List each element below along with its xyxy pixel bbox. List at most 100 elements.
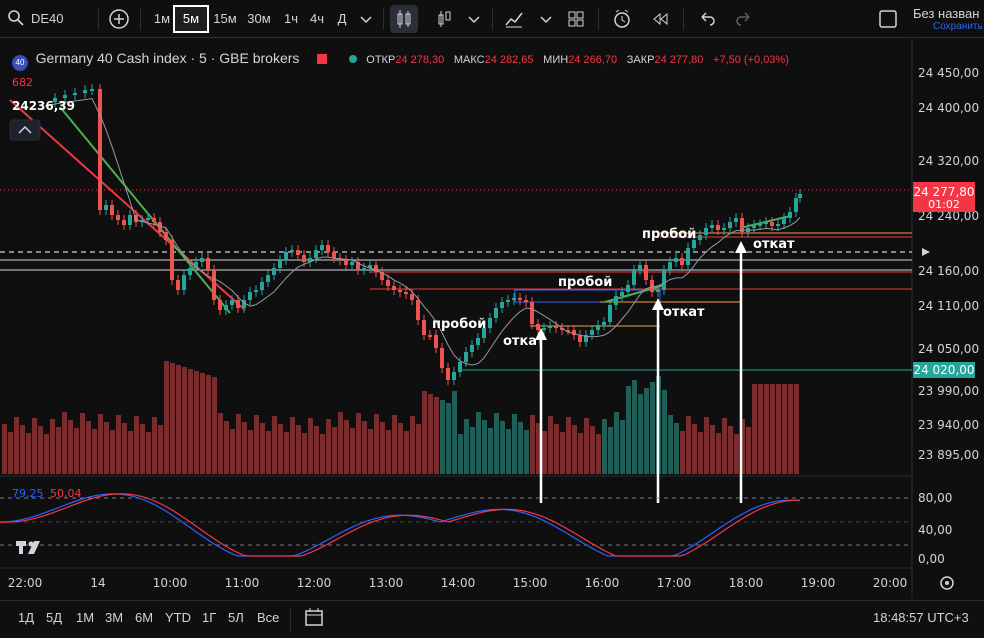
volume-bar xyxy=(116,415,121,474)
chevron-down-icon[interactable] xyxy=(460,5,488,33)
candle-body xyxy=(584,335,588,342)
candle-body xyxy=(656,290,660,292)
candle-body xyxy=(242,300,246,308)
candle-body xyxy=(200,258,204,262)
annotation-pullback[interactable]: откат xyxy=(503,334,545,349)
range-5d[interactable]: 5Д xyxy=(46,610,63,625)
redo-icon[interactable] xyxy=(730,5,758,33)
volume-bar xyxy=(698,432,703,474)
price-chart[interactable]: пробой откат пробой откат пробой откат 6… xyxy=(0,39,984,599)
moving-average-line xyxy=(44,97,801,366)
candle-body xyxy=(158,222,162,232)
range-ytd[interactable]: YTD xyxy=(165,610,191,625)
candle-body xyxy=(500,302,504,308)
indicators-icon[interactable] xyxy=(500,5,528,33)
annotation-breakout[interactable]: пробой xyxy=(642,227,696,242)
volume-bar xyxy=(314,426,319,474)
candle-body xyxy=(308,258,312,262)
candle-body xyxy=(128,215,132,225)
calendar-icon[interactable] xyxy=(302,605,330,633)
undo-icon[interactable] xyxy=(693,5,721,33)
candle-body xyxy=(206,258,210,270)
volume-bar xyxy=(386,430,391,474)
range-1d[interactable]: 1Д xyxy=(18,610,35,625)
interval-day[interactable]: Д xyxy=(337,11,347,26)
candle-body xyxy=(698,235,702,240)
volume-bar xyxy=(38,426,43,474)
interval-30m[interactable]: 30м xyxy=(247,11,271,26)
alert-clock-icon[interactable] xyxy=(608,5,636,33)
replay-icon[interactable] xyxy=(647,5,675,33)
layout-save-link[interactable]: Сохранить xyxy=(933,21,983,32)
volume-bar xyxy=(68,420,73,474)
candle-body xyxy=(290,250,294,252)
candle-body xyxy=(530,302,534,324)
volume-bar xyxy=(206,375,211,474)
candle-body xyxy=(704,228,708,235)
annotation-breakout[interactable]: пробой xyxy=(558,275,612,290)
trend-line-red[interactable] xyxy=(9,99,246,311)
time-axis[interactable]: 22:00 14 10:00 11:00 12:00 13:00 14:00 15:00 16:… xyxy=(8,576,908,590)
collapse-button[interactable] xyxy=(9,119,41,141)
layout-grid-icon[interactable] xyxy=(562,5,590,33)
symbol-name[interactable]: DE40 xyxy=(31,11,64,26)
volume-bar xyxy=(476,412,481,474)
volume-layer xyxy=(2,361,799,474)
volume-bar xyxy=(224,421,229,474)
volume-bar xyxy=(56,427,61,474)
range-3m[interactable]: 3М xyxy=(105,610,124,625)
flag-icon[interactable] xyxy=(317,54,328,64)
annotation-pullback[interactable]: откат xyxy=(663,305,705,320)
toolbar-divider xyxy=(492,8,493,30)
interval-15m[interactable]: 15м xyxy=(213,11,237,26)
volume-bar xyxy=(764,384,769,474)
price-axis[interactable]: 24 450,00 24 400,00 24 320,00 24 240,00 24 1… xyxy=(918,66,979,462)
candle-body xyxy=(620,292,624,296)
chevron-down-icon[interactable] xyxy=(532,5,560,33)
bar-style-icon[interactable] xyxy=(430,5,458,33)
range-6m[interactable]: 6М xyxy=(135,610,154,625)
stoch-k-value: 79,25 xyxy=(12,487,44,500)
range-1y[interactable]: 1Г xyxy=(202,610,217,625)
volume-bar xyxy=(20,425,25,474)
candle-body xyxy=(332,252,336,258)
volume-bar xyxy=(512,414,517,474)
candle-body xyxy=(464,352,468,362)
candles-icon[interactable] xyxy=(390,5,418,33)
annotation-pullback[interactable]: откат xyxy=(753,237,795,252)
clock[interactable]: 18:48:57 UTC+3 xyxy=(873,610,969,625)
candle-body xyxy=(344,260,348,265)
candle-body xyxy=(212,270,216,300)
candle-body xyxy=(554,326,558,328)
plus-circle-icon[interactable] xyxy=(105,5,133,33)
range-5y[interactable]: 5Л xyxy=(228,610,244,625)
symbol-title[interactable]: Germany 40 Cash index · 5 · GBE brokers xyxy=(35,50,300,66)
tradingview-logo-icon xyxy=(16,541,40,554)
volume-bar xyxy=(494,413,499,474)
candle-body xyxy=(506,300,510,302)
volume-bar xyxy=(608,427,613,474)
volume-bar xyxy=(770,384,775,474)
chevron-down-icon[interactable] xyxy=(352,5,380,33)
settings-icon[interactable] xyxy=(940,576,954,590)
candle-body xyxy=(434,335,438,348)
trend-line-green[interactable] xyxy=(59,106,231,314)
interval-5m[interactable]: 5м xyxy=(173,5,209,33)
candle-body xyxy=(470,345,474,352)
range-1m[interactable]: 1М xyxy=(76,610,95,625)
breakout-zone[interactable] xyxy=(514,289,661,303)
annotation-breakout[interactable]: пробой xyxy=(432,317,486,332)
volume-bar xyxy=(632,380,637,474)
interval-4h[interactable]: 4ч xyxy=(309,11,324,26)
search-icon[interactable] xyxy=(6,8,26,28)
interval-1h[interactable]: 1ч xyxy=(283,11,298,26)
volume-bar xyxy=(236,414,241,474)
layout-checkbox-icon[interactable] xyxy=(876,7,904,35)
interval-1m[interactable]: 1м xyxy=(153,11,171,26)
range-all[interactable]: Все xyxy=(257,610,280,625)
layout-title[interactable]: Без назван xyxy=(913,6,980,21)
candle-body xyxy=(236,300,240,308)
volume-bar xyxy=(374,414,379,474)
candle-body xyxy=(614,296,618,305)
volume-bar xyxy=(200,373,205,474)
